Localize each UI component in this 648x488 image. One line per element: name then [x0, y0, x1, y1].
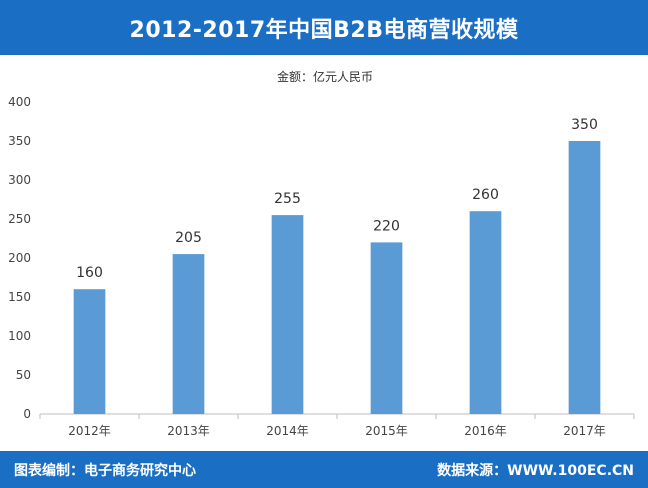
y-tick-label: 350	[8, 134, 31, 148]
bar-2012年	[73, 289, 106, 414]
bar-2016年	[469, 211, 502, 414]
bar-2015年	[370, 242, 403, 414]
y-tick-label: 100	[8, 329, 31, 343]
y-tick-label: 150	[8, 290, 31, 304]
unit-label: 金额：亿元人民币	[277, 69, 373, 84]
x-tick-label: 2016年	[464, 424, 507, 438]
bars: 160 205 255 220 260 350	[73, 117, 601, 414]
data-label: 220	[373, 218, 400, 234]
y-tick-label: 300	[8, 173, 31, 187]
data-label: 160	[76, 265, 103, 281]
x-tick-label: 2017年	[563, 424, 606, 438]
bar-2014年	[271, 215, 304, 414]
bar-2013年	[172, 254, 205, 414]
chart-title: 2012-2017年中国B2B电商营收规模	[0, 0, 648, 55]
y-tick-label: 400	[8, 95, 31, 109]
y-tick-label: 250	[8, 212, 31, 226]
footer: 图表编制：电子商务研究中心 数据来源：WWW.100EC.CN	[0, 451, 648, 488]
data-label: 255	[274, 191, 301, 207]
x-tick-label: 2013年	[167, 424, 210, 438]
y-tick-label: 50	[16, 368, 31, 382]
x-tick-label: 2014年	[266, 424, 309, 438]
data-label: 260	[472, 187, 499, 203]
x-axis: 2012年 2013年 2014年 2015年 2016年 2017年	[39, 413, 635, 438]
y-axis: 0 50 100 150 200 250 300 350 400	[8, 95, 31, 421]
x-tick-label: 2012年	[68, 424, 111, 438]
footer-credit: 图表编制：电子商务研究中心	[14, 463, 196, 479]
chart-area: 金额：亿元人民币 0 50 100 150 200 250 300 350 400 2012年 2…	[0, 55, 648, 451]
x-tick-label: 2015年	[365, 424, 408, 438]
data-label: 205	[175, 230, 202, 246]
data-label: 350	[571, 117, 598, 133]
y-tick-label: 200	[8, 251, 31, 265]
y-tick-label: 0	[23, 407, 31, 421]
bar-2017年	[568, 141, 601, 414]
footer-source: 数据来源：WWW.100EC.CN	[437, 463, 634, 479]
